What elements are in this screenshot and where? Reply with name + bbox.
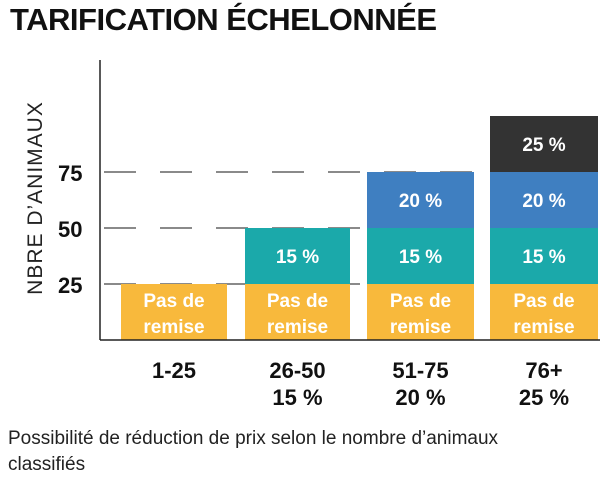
x-tick-sublabel: 20 % <box>395 385 445 410</box>
bar-segment <box>490 228 598 284</box>
bar-segment <box>245 284 350 340</box>
bar-segment <box>367 172 474 228</box>
bar-label: 15 % <box>399 247 442 268</box>
bar-label: 25 % <box>522 135 565 156</box>
bar-label: 20 % <box>522 191 565 212</box>
bar-label: Pas de <box>267 291 328 312</box>
bar-segment <box>490 116 598 172</box>
bar-label: remise <box>513 317 574 338</box>
x-tick-sublabel: 25 % <box>519 385 569 410</box>
bar-segment <box>245 228 350 284</box>
bar-segment <box>367 228 474 284</box>
x-tick-label: 26-50 <box>269 358 325 383</box>
bar-label: remise <box>143 317 204 338</box>
y-tick-label: 50 <box>58 217 82 242</box>
bar-label: Pas de <box>513 291 574 312</box>
bar-label: 15 % <box>522 247 565 268</box>
y-tick-label: 25 <box>58 273 82 298</box>
bar-label: remise <box>267 317 328 338</box>
tiered-pricing-chart: 25 50 75 Pas de remise Pas de remise Pas de remi… <box>58 60 600 410</box>
bar-label: 20 % <box>399 191 442 212</box>
bar-segment <box>490 284 598 340</box>
chart-caption: Possibilité de réduction de prix selon l… <box>8 428 499 475</box>
bar-segment <box>367 284 474 340</box>
y-tick-label: 75 <box>58 161 82 186</box>
bar-segment <box>490 172 598 228</box>
x-tick-label: 51-75 <box>392 358 448 383</box>
bar-label: Pas de <box>143 291 204 312</box>
bar-label: Pas de <box>390 291 451 312</box>
x-tick-sublabel: 15 % <box>272 385 322 410</box>
x-tick-label: 1-25 <box>152 358 196 383</box>
x-tick-label: 76+ <box>525 358 562 383</box>
chart-title: TARIFICATION ÉCHELONNÉE <box>10 2 437 37</box>
bar-segment <box>121 284 227 340</box>
bar-label: 15 % <box>276 247 319 268</box>
bar-label: remise <box>390 317 451 338</box>
